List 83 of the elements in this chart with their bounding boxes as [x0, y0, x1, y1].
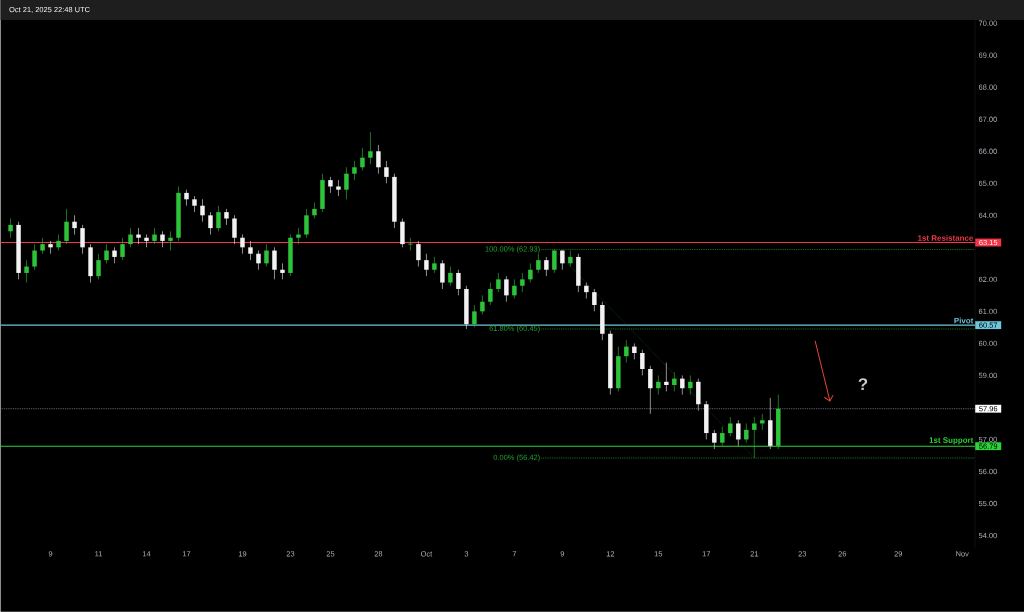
candlestick	[112, 247, 117, 264]
candlestick	[416, 240, 421, 268]
candlestick	[336, 179, 341, 197]
candlestick	[128, 227, 133, 248]
candlestick	[312, 202, 317, 219]
candlestick	[232, 215, 237, 245]
annotation: ?	[858, 378, 868, 391]
candlestick	[192, 195, 197, 213]
candlestick	[752, 416, 757, 459]
candlestick	[552, 249, 557, 274]
candlestick	[248, 240, 253, 261]
candlestick	[224, 208, 229, 226]
candlestick	[736, 420, 741, 447]
candlestick	[472, 304, 477, 328]
candlestick	[536, 253, 541, 274]
candlestick	[152, 227, 157, 245]
candlestick	[296, 227, 301, 245]
candlestick	[496, 272, 501, 293]
candlestick	[200, 199, 205, 223]
candlestick	[544, 256, 549, 277]
candlestick	[384, 160, 389, 184]
candlestick	[264, 244, 269, 268]
candlestick	[272, 247, 277, 280]
candlestick	[696, 378, 701, 412]
candlestick	[664, 362, 669, 392]
candlestick	[407, 237, 414, 252]
candlestick	[64, 208, 69, 245]
candlestick	[368, 131, 373, 165]
candlestick	[520, 272, 525, 293]
candlestick	[56, 234, 61, 252]
candlestick	[96, 253, 101, 280]
candlestick	[376, 144, 381, 175]
candlestick	[760, 413, 765, 431]
candlestick	[568, 250, 573, 268]
candlestick	[528, 263, 533, 284]
candlestick	[240, 234, 245, 255]
candlestick	[640, 349, 645, 376]
candlestick	[720, 426, 725, 447]
candlestick	[632, 343, 637, 360]
candlestick	[456, 269, 461, 296]
candlestick	[440, 260, 445, 290]
candlestick	[688, 375, 693, 396]
candlestick	[432, 256, 437, 274]
candlestick	[32, 244, 37, 271]
candlestick	[144, 234, 149, 248]
candlestick	[624, 340, 629, 364]
candlestick	[280, 263, 285, 280]
candlestick	[304, 208, 309, 239]
candlestick	[72, 215, 77, 235]
candlestick	[40, 237, 45, 255]
candlestick	[184, 189, 189, 207]
candlestick	[424, 253, 429, 277]
candlestick	[208, 211, 213, 235]
candlestick	[400, 218, 405, 248]
candlestick	[672, 372, 677, 392]
candlestick	[480, 295, 485, 316]
candlestick	[136, 227, 141, 245]
candlestick	[216, 205, 221, 232]
candlestick	[448, 266, 453, 287]
candlestick	[80, 224, 85, 255]
candlestick	[728, 416, 733, 437]
candlestick	[488, 282, 493, 306]
candlestick	[352, 160, 357, 181]
candlestick	[504, 276, 509, 303]
candlestick	[104, 244, 109, 264]
candlestick	[712, 429, 717, 450]
candlestick	[344, 167, 349, 200]
candlestick	[120, 237, 125, 261]
candlestick	[512, 279, 517, 300]
candlestick	[48, 240, 53, 255]
candlestick	[160, 231, 165, 248]
candlestick	[648, 365, 653, 415]
candlestick	[360, 147, 365, 171]
candlestick	[744, 423, 749, 444]
candlestick	[168, 231, 173, 252]
candlestick	[680, 375, 685, 396]
candlestick	[24, 260, 29, 284]
candlestick	[592, 288, 597, 312]
candlestick	[8, 218, 13, 239]
candlestick	[328, 176, 333, 194]
candlestick	[656, 375, 661, 396]
candlestick	[584, 282, 589, 300]
candlestick	[256, 250, 261, 271]
